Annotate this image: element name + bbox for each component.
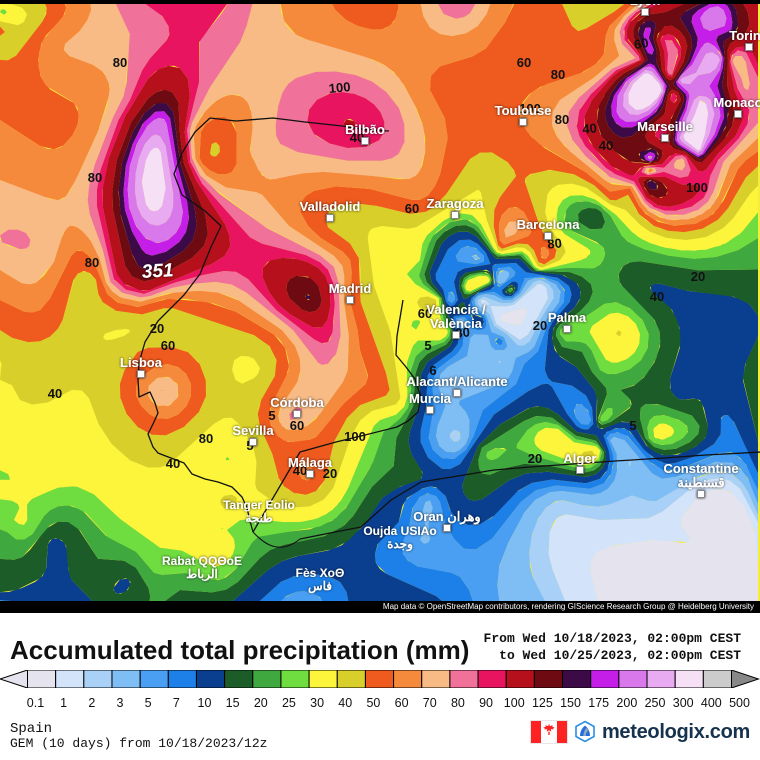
svg-text:40: 40 bbox=[650, 289, 664, 304]
svg-text:60: 60 bbox=[290, 418, 304, 433]
svg-text:100: 100 bbox=[344, 429, 366, 444]
svg-text:40: 40 bbox=[166, 456, 180, 471]
svg-text:Oujda USIAo: Oujda USIAo bbox=[363, 524, 436, 538]
svg-text:80: 80 bbox=[555, 112, 569, 127]
svg-text:Monaco: Monaco bbox=[713, 95, 760, 110]
svg-text:80: 80 bbox=[551, 67, 565, 82]
svg-text:Alacant/Alicante: Alacant/Alicante bbox=[406, 374, 507, 389]
svg-text:Oran وهران: Oran وهران bbox=[413, 509, 480, 525]
svg-text:80: 80 bbox=[85, 255, 99, 270]
svg-text:Madrid: Madrid bbox=[329, 281, 372, 296]
svg-text:فاس: فاس bbox=[308, 579, 332, 594]
svg-text:Marseille: Marseille bbox=[637, 119, 693, 134]
svg-text:Sevilla: Sevilla bbox=[232, 423, 274, 438]
svg-text:100: 100 bbox=[328, 79, 351, 96]
svg-text:Córdoba: Córdoba bbox=[270, 395, 324, 410]
svg-text:60: 60 bbox=[161, 338, 175, 353]
svg-text:20: 20 bbox=[691, 269, 705, 284]
svg-text:351: 351 bbox=[141, 260, 174, 283]
svg-text:Tanger Eolio: Tanger Eolio bbox=[223, 498, 295, 512]
svg-text:5: 5 bbox=[268, 408, 275, 423]
svg-text:80: 80 bbox=[199, 431, 213, 446]
svg-text:40: 40 bbox=[48, 386, 62, 401]
svg-text:Barcelona: Barcelona bbox=[517, 217, 581, 232]
svg-text:60: 60 bbox=[405, 201, 419, 216]
svg-text:Alger: Alger bbox=[563, 451, 596, 466]
svg-text:5: 5 bbox=[424, 338, 431, 353]
svg-text:5: 5 bbox=[629, 418, 636, 433]
svg-text:Valencia /: Valencia / bbox=[426, 302, 486, 317]
svg-text:قسنطينة: قسنطينة bbox=[677, 475, 724, 490]
svg-text:وجدة: وجدة bbox=[387, 537, 413, 552]
svg-text:Murcia: Murcia bbox=[409, 391, 452, 406]
svg-text:الرباط: الرباط bbox=[186, 567, 218, 582]
svg-text:València: València bbox=[430, 316, 483, 331]
svg-text:Torino: Torino bbox=[729, 28, 760, 43]
svg-text:Málaga: Málaga bbox=[288, 455, 333, 470]
svg-text:Lisboa: Lisboa bbox=[120, 355, 163, 370]
svg-text:Bilbão: Bilbão bbox=[345, 122, 385, 137]
svg-text:80: 80 bbox=[88, 170, 102, 185]
svg-text:80: 80 bbox=[113, 55, 127, 70]
svg-text:20: 20 bbox=[150, 321, 164, 336]
svg-text:طنجة: طنجة bbox=[245, 511, 272, 525]
svg-text:60: 60 bbox=[517, 55, 531, 70]
svg-text:40: 40 bbox=[599, 138, 613, 153]
svg-text:Toulouse: Toulouse bbox=[495, 103, 552, 118]
svg-text:60: 60 bbox=[633, 35, 650, 52]
svg-text:Valladolid: Valladolid bbox=[300, 199, 361, 214]
svg-text:Constantine: Constantine bbox=[663, 461, 738, 476]
svg-text:Palma: Palma bbox=[548, 310, 587, 325]
svg-text:100: 100 bbox=[686, 180, 708, 195]
svg-text:40: 40 bbox=[582, 120, 598, 136]
svg-text:Zaragoza: Zaragoza bbox=[426, 196, 484, 211]
svg-text:20: 20 bbox=[533, 318, 547, 333]
svg-text:Rabat QQΘoE: Rabat QQΘoE bbox=[162, 554, 242, 568]
svg-text:Fès XoΘ: Fès XoΘ bbox=[296, 566, 345, 580]
svg-text:20: 20 bbox=[528, 451, 542, 466]
